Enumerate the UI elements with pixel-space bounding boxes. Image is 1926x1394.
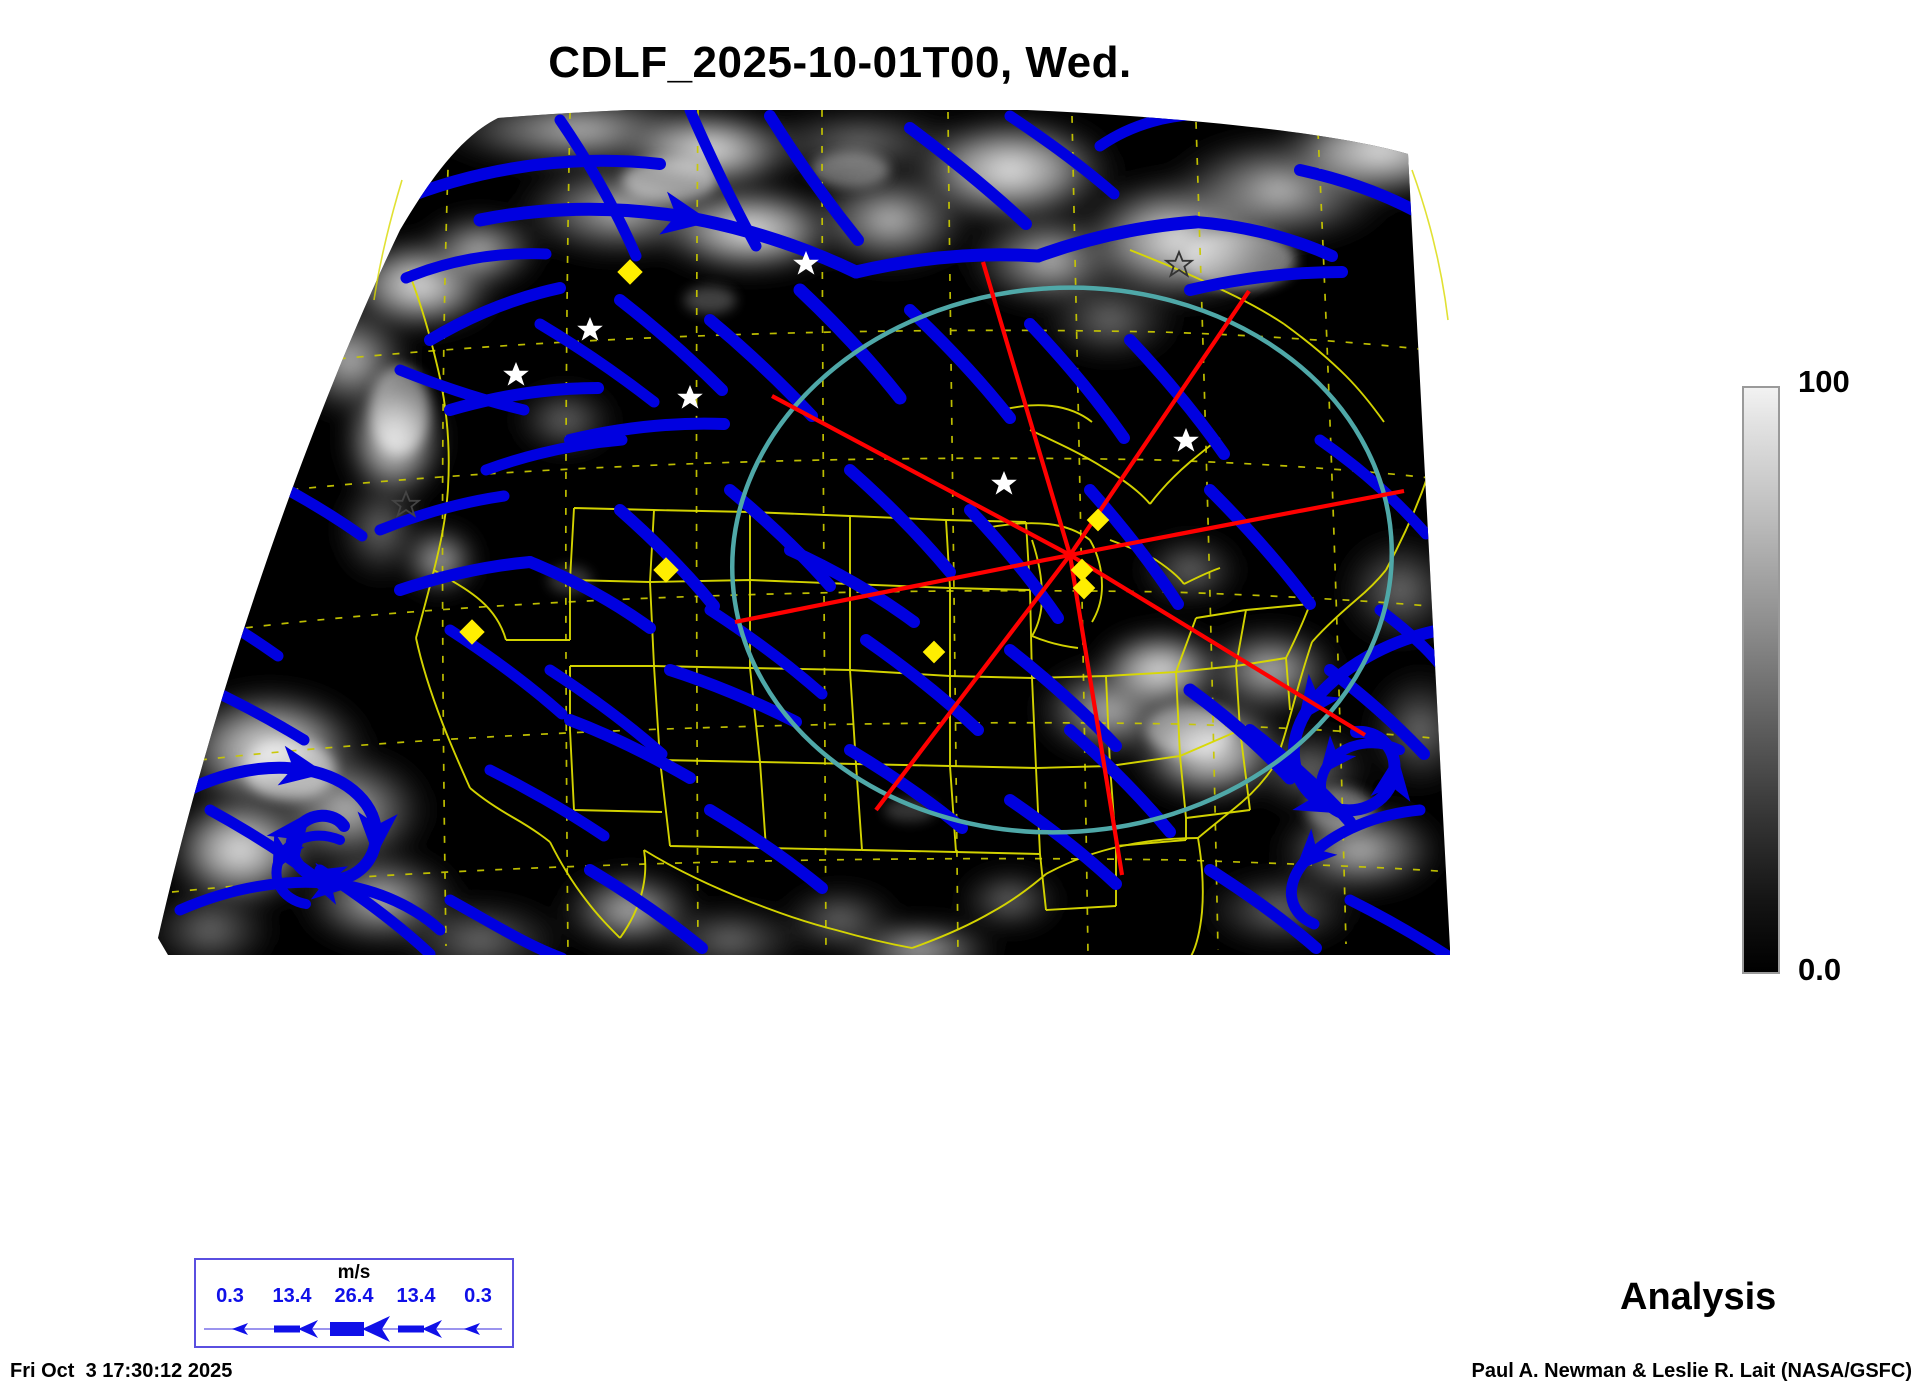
colorbar-min-label: 0.0 — [1798, 952, 1842, 987]
range-ring-ellipse — [730, 285, 1394, 835]
wind-tick-labels: 0.3 13.4 26.4 13.4 0.3 — [202, 1285, 506, 1308]
star-markers[interactable] — [390, 249, 1199, 518]
author-credit: Paul A. Newman & Leslie R. Lait (NASA/GS… — [1471, 1360, 1912, 1382]
colorbar-gradient — [1742, 386, 1780, 974]
colorbar: 100 0.0 — [1742, 364, 1902, 987]
cloud-detail — [244, 152, 1374, 832]
wind-speed-legend: m/s 0.3 13.4 26.4 13.4 0.3 — [194, 1258, 514, 1348]
scalar-field — [158, 110, 1450, 955]
page-title: CDLF_2025-10-01T00, Wed. — [548, 38, 1132, 87]
outer-coastline-hints — [373, 169, 1449, 321]
map-svg — [158, 110, 1450, 955]
wind-arrow-glyphs — [204, 1316, 502, 1342]
map-panel[interactable] — [150, 110, 1450, 960]
wind-units-label: m/s — [337, 1262, 371, 1283]
radial-lines — [734, 261, 1405, 876]
wind-tick-0: 0.3 — [216, 1285, 244, 1307]
analysis-label: Analysis — [1620, 1276, 1777, 1318]
colorbar-max-label: 100 — [1798, 364, 1850, 399]
wind-tick-4: 0.3 — [464, 1285, 492, 1307]
wind-streamlines — [164, 110, 1450, 955]
wind-tick-3: 13.4 — [396, 1285, 436, 1307]
wind-tick-1: 13.4 — [272, 1285, 312, 1307]
wind-tick-2: 26.4 — [334, 1285, 374, 1307]
generation-timestamp: Fri Oct 3 17:30:12 2025 — [10, 1360, 233, 1382]
